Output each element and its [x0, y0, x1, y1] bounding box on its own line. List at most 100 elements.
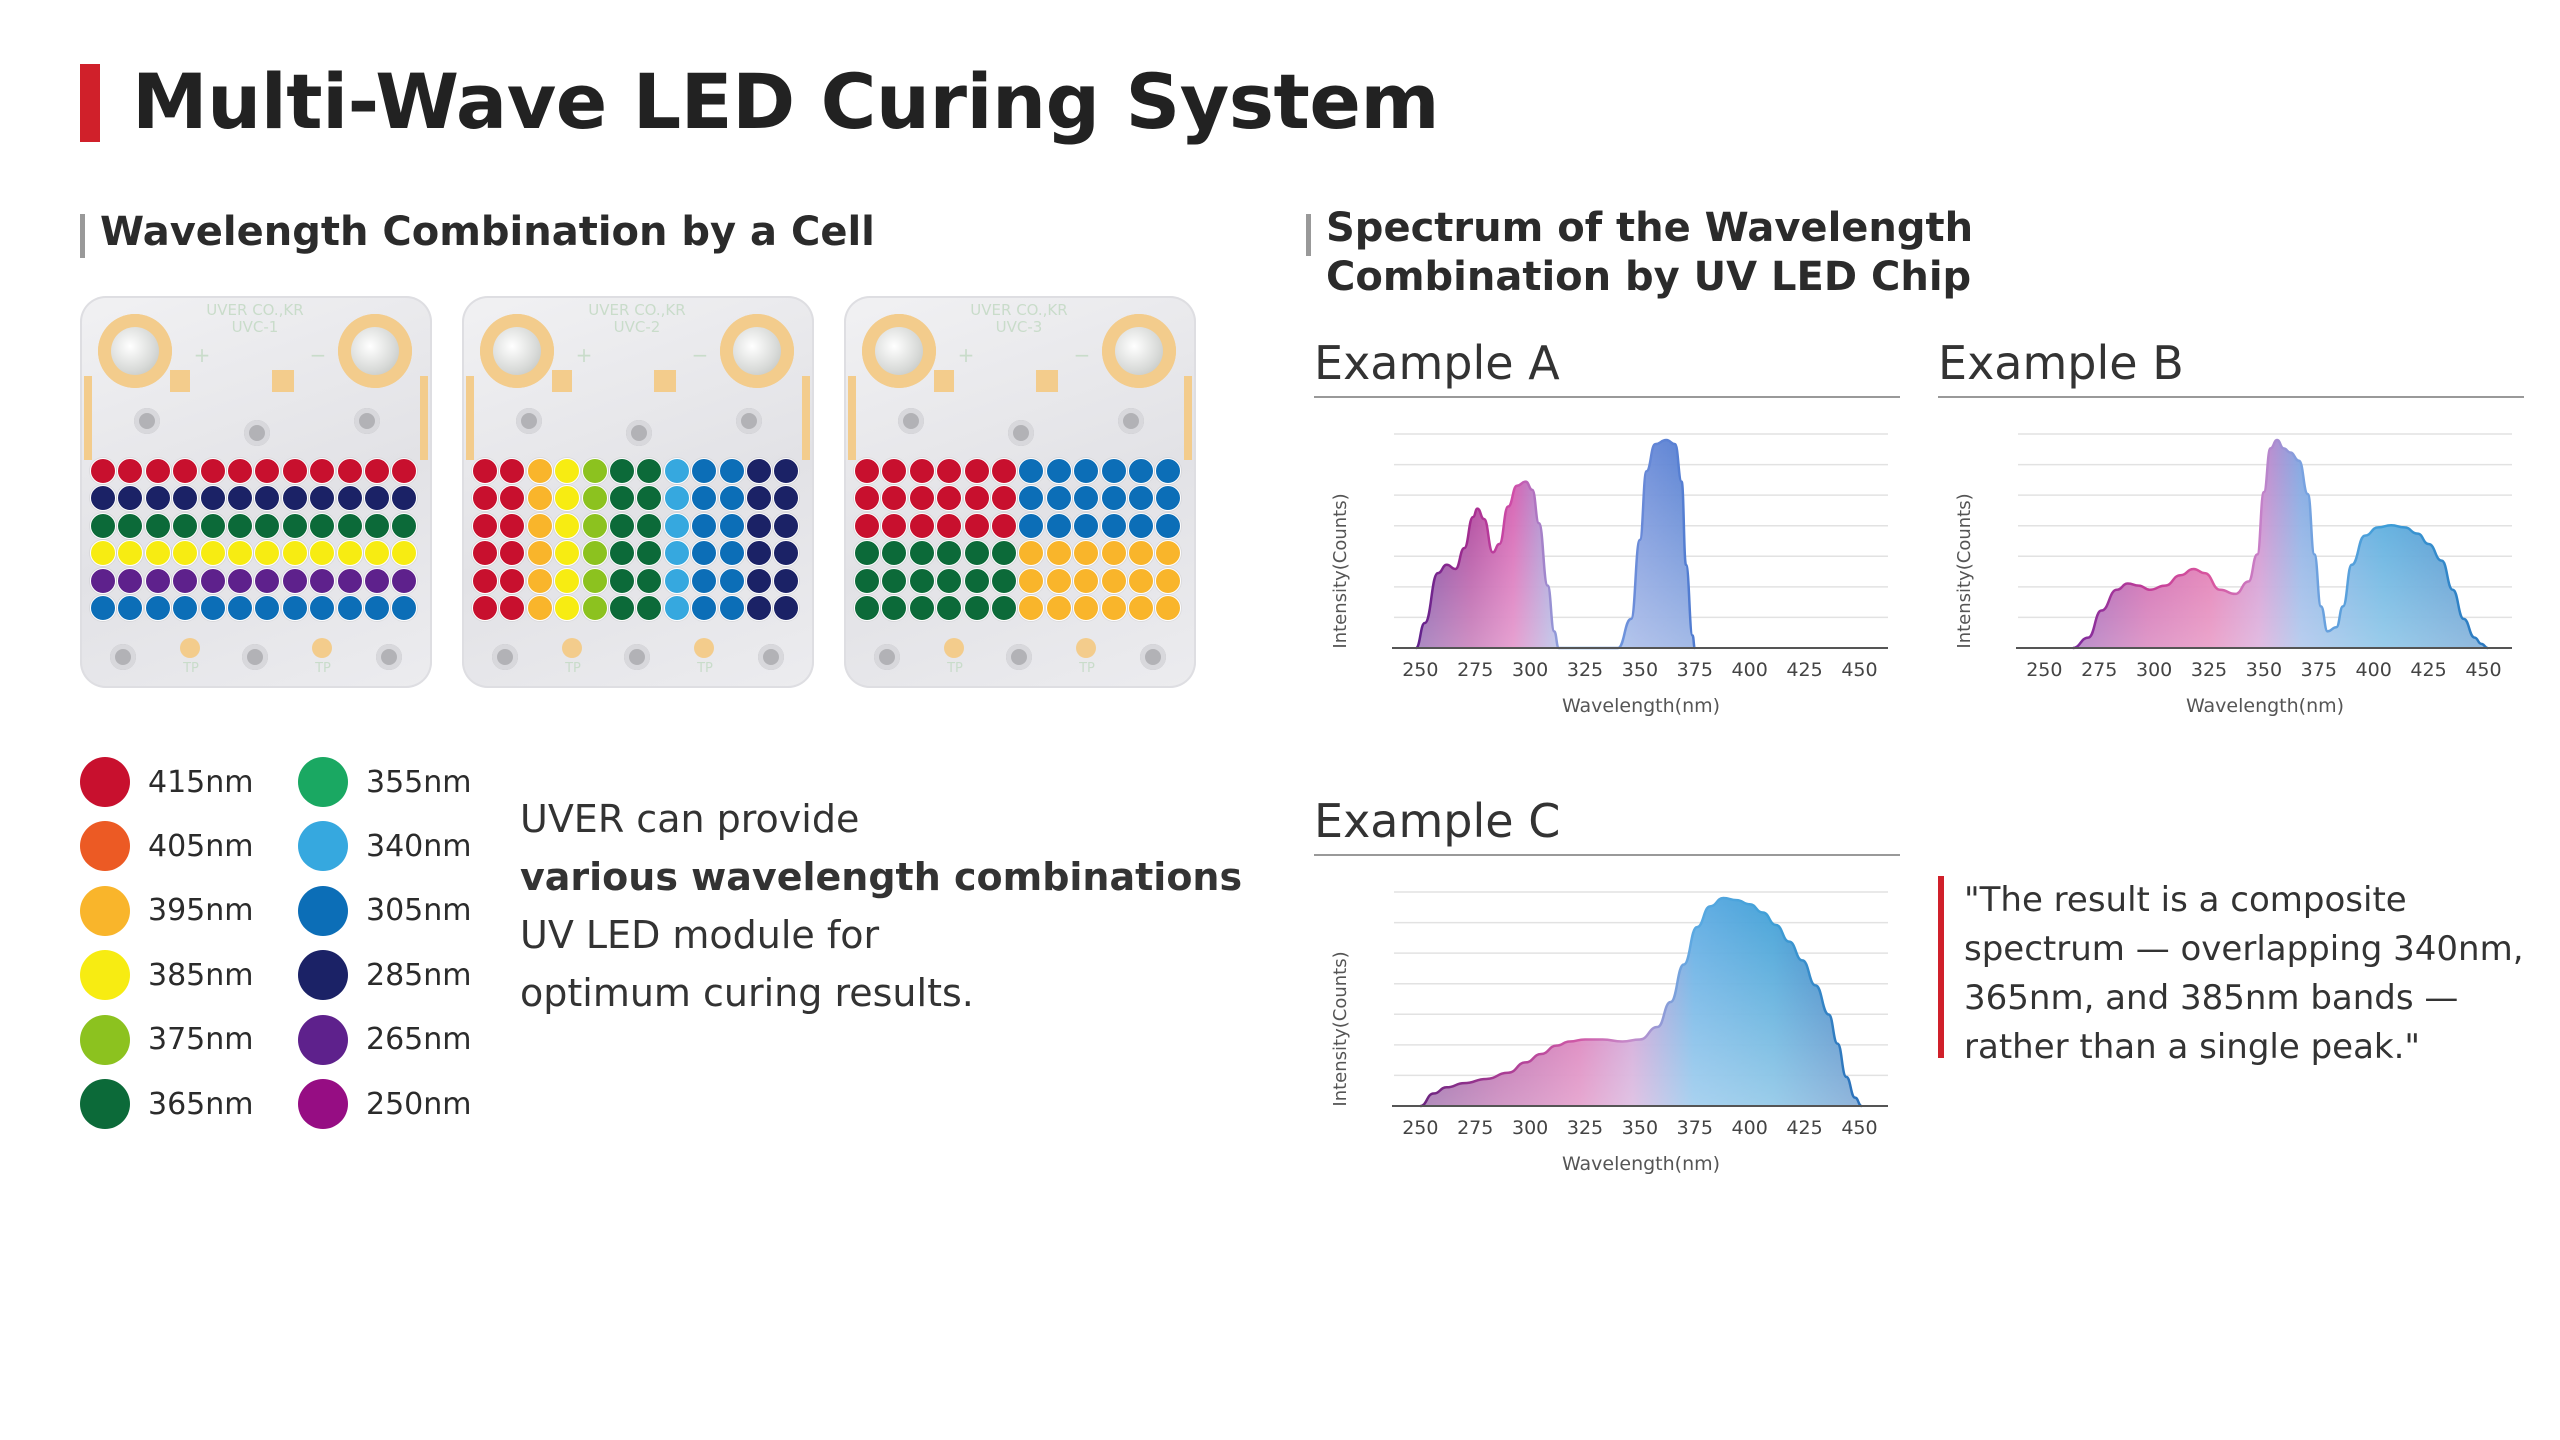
pcb-mount-hole	[242, 644, 268, 670]
led-chip-415nm	[881, 512, 908, 539]
led-chip-340nm	[663, 594, 690, 621]
led-chip-415nm	[908, 512, 935, 539]
pcb-minus-mark: −	[309, 343, 327, 367]
led-chip-305nm	[691, 567, 718, 594]
led-chip-395nm	[526, 567, 553, 594]
spectrum-area-shade	[1415, 440, 1695, 648]
led-chip-305nm	[691, 485, 718, 512]
x-tick-label: 300	[2136, 659, 2172, 681]
legend-item-385: 385nm	[80, 948, 254, 1002]
led-chip-415nm	[499, 594, 526, 621]
x-tick-label: 350	[1622, 659, 1658, 681]
pcb-mount-hole	[624, 644, 650, 670]
led-chip-285nm	[745, 540, 772, 567]
led-chip-285nm	[199, 485, 226, 512]
led-chip-415nm	[881, 458, 908, 484]
pcb-solder-pad	[1102, 314, 1176, 388]
legend-label: 415nm	[148, 764, 254, 800]
led-chip-395nm	[1127, 594, 1154, 621]
led-chip-285nm	[745, 458, 772, 484]
led-chip-415nm	[936, 458, 963, 484]
pcb-mount-hole	[626, 420, 652, 446]
led-chip-385nm	[336, 540, 363, 567]
led-array	[472, 458, 800, 621]
legend-label: 285nm	[366, 957, 472, 993]
example-a-chart: 250 275 300 325 350 375 400 425 450 Wavelength(nm…	[1330, 433, 1888, 717]
spectrum-line	[2072, 438, 2489, 650]
led-chip-365nm	[908, 567, 935, 594]
led-chip-305nm	[1073, 458, 1100, 484]
led-chip-415nm	[990, 512, 1017, 539]
legend-swatch	[298, 1079, 348, 1129]
led-chip-415nm	[472, 594, 498, 621]
led-chip-385nm	[554, 594, 581, 621]
led-chip-285nm	[773, 594, 800, 621]
legend-swatch	[298, 950, 348, 1001]
led-chip-305nm	[391, 594, 418, 621]
quote-line-1: "The result is a composite	[1964, 880, 2407, 920]
x-tick-label: 250	[2026, 659, 2062, 681]
led-chip-415nm	[990, 485, 1017, 512]
led-chip-385nm	[144, 540, 171, 567]
led-chip-415nm	[472, 540, 498, 567]
pcb-plus-mark: +	[957, 343, 975, 367]
led-chip-285nm	[745, 567, 772, 594]
led-chip-375nm	[581, 458, 608, 484]
led-chip-385nm	[226, 540, 253, 567]
led-chip-285nm	[90, 485, 116, 512]
led-chip-375nm	[581, 540, 608, 567]
pcb-mount-hole	[874, 644, 900, 670]
led-chip-415nm	[963, 458, 990, 484]
led-chip-305nm	[281, 594, 308, 621]
led-chip-365nm	[281, 512, 308, 539]
legend-item-355: 355nm	[298, 755, 472, 809]
led-chip-365nm	[936, 540, 963, 567]
example-c-rule	[1314, 854, 1900, 856]
led-chip-365nm	[199, 512, 226, 539]
legend-label: 305nm	[366, 893, 472, 929]
led-chip-365nm	[636, 594, 663, 621]
example-a-rule	[1314, 396, 1900, 398]
spectrum-line	[1420, 896, 1863, 1108]
pcb-silkscreen-text: UVER CO.,KR UVC-3	[954, 301, 1084, 337]
title-accent-bar	[80, 64, 100, 142]
quote-line-2: spectrum — overlapping 340nm,	[1964, 929, 2524, 969]
x-axis-label: Wavelength(nm)	[1562, 1153, 1720, 1175]
led-chip-365nm	[636, 458, 663, 484]
x-axis-label: Wavelength(nm)	[1562, 695, 1720, 717]
section-title-spectrum-line-2: Combination by UV LED Chip	[1326, 254, 1972, 300]
led-chip-285nm	[363, 485, 390, 512]
pcb-trace	[1184, 376, 1192, 460]
description-line-1: UVER can provide	[520, 797, 860, 841]
led-chip-385nm	[117, 540, 144, 567]
led-chip-415nm	[391, 458, 418, 484]
description-line-3: UV LED module for	[520, 913, 880, 957]
legend-swatch	[80, 1079, 130, 1129]
pcb-mount-hole	[244, 420, 270, 446]
y-axis-label: Intensity(Counts)	[1330, 493, 1351, 648]
x-tick-label: 325	[1567, 659, 1603, 681]
led-chip-285nm	[254, 485, 281, 512]
led-chip-285nm	[745, 485, 772, 512]
led-chip-305nm	[718, 458, 745, 484]
pcb-tp-label: TP	[1079, 661, 1095, 676]
led-chip-285nm	[144, 485, 171, 512]
led-chip-415nm	[908, 485, 935, 512]
led-chip-385nm	[391, 540, 418, 567]
pcb-mount-hole	[1008, 420, 1034, 446]
led-chip-385nm	[90, 540, 116, 567]
legend-swatch	[298, 1014, 348, 1065]
legend-swatch	[298, 757, 348, 807]
led-array	[854, 458, 1182, 621]
section-title-wavelength: Wavelength Combination by a Cell	[100, 209, 875, 255]
x-tick-label: 400	[1732, 1117, 1768, 1139]
led-chip-365nm	[854, 567, 880, 594]
led-chip-365nm	[172, 512, 199, 539]
led-chip-285nm	[281, 485, 308, 512]
led-chip-415nm	[336, 458, 363, 484]
led-chip-365nm	[908, 540, 935, 567]
led-chip-365nm	[608, 567, 635, 594]
led-chip-395nm	[526, 458, 553, 484]
led-chip-285nm	[773, 485, 800, 512]
x-tick-label: 250	[1402, 659, 1438, 681]
